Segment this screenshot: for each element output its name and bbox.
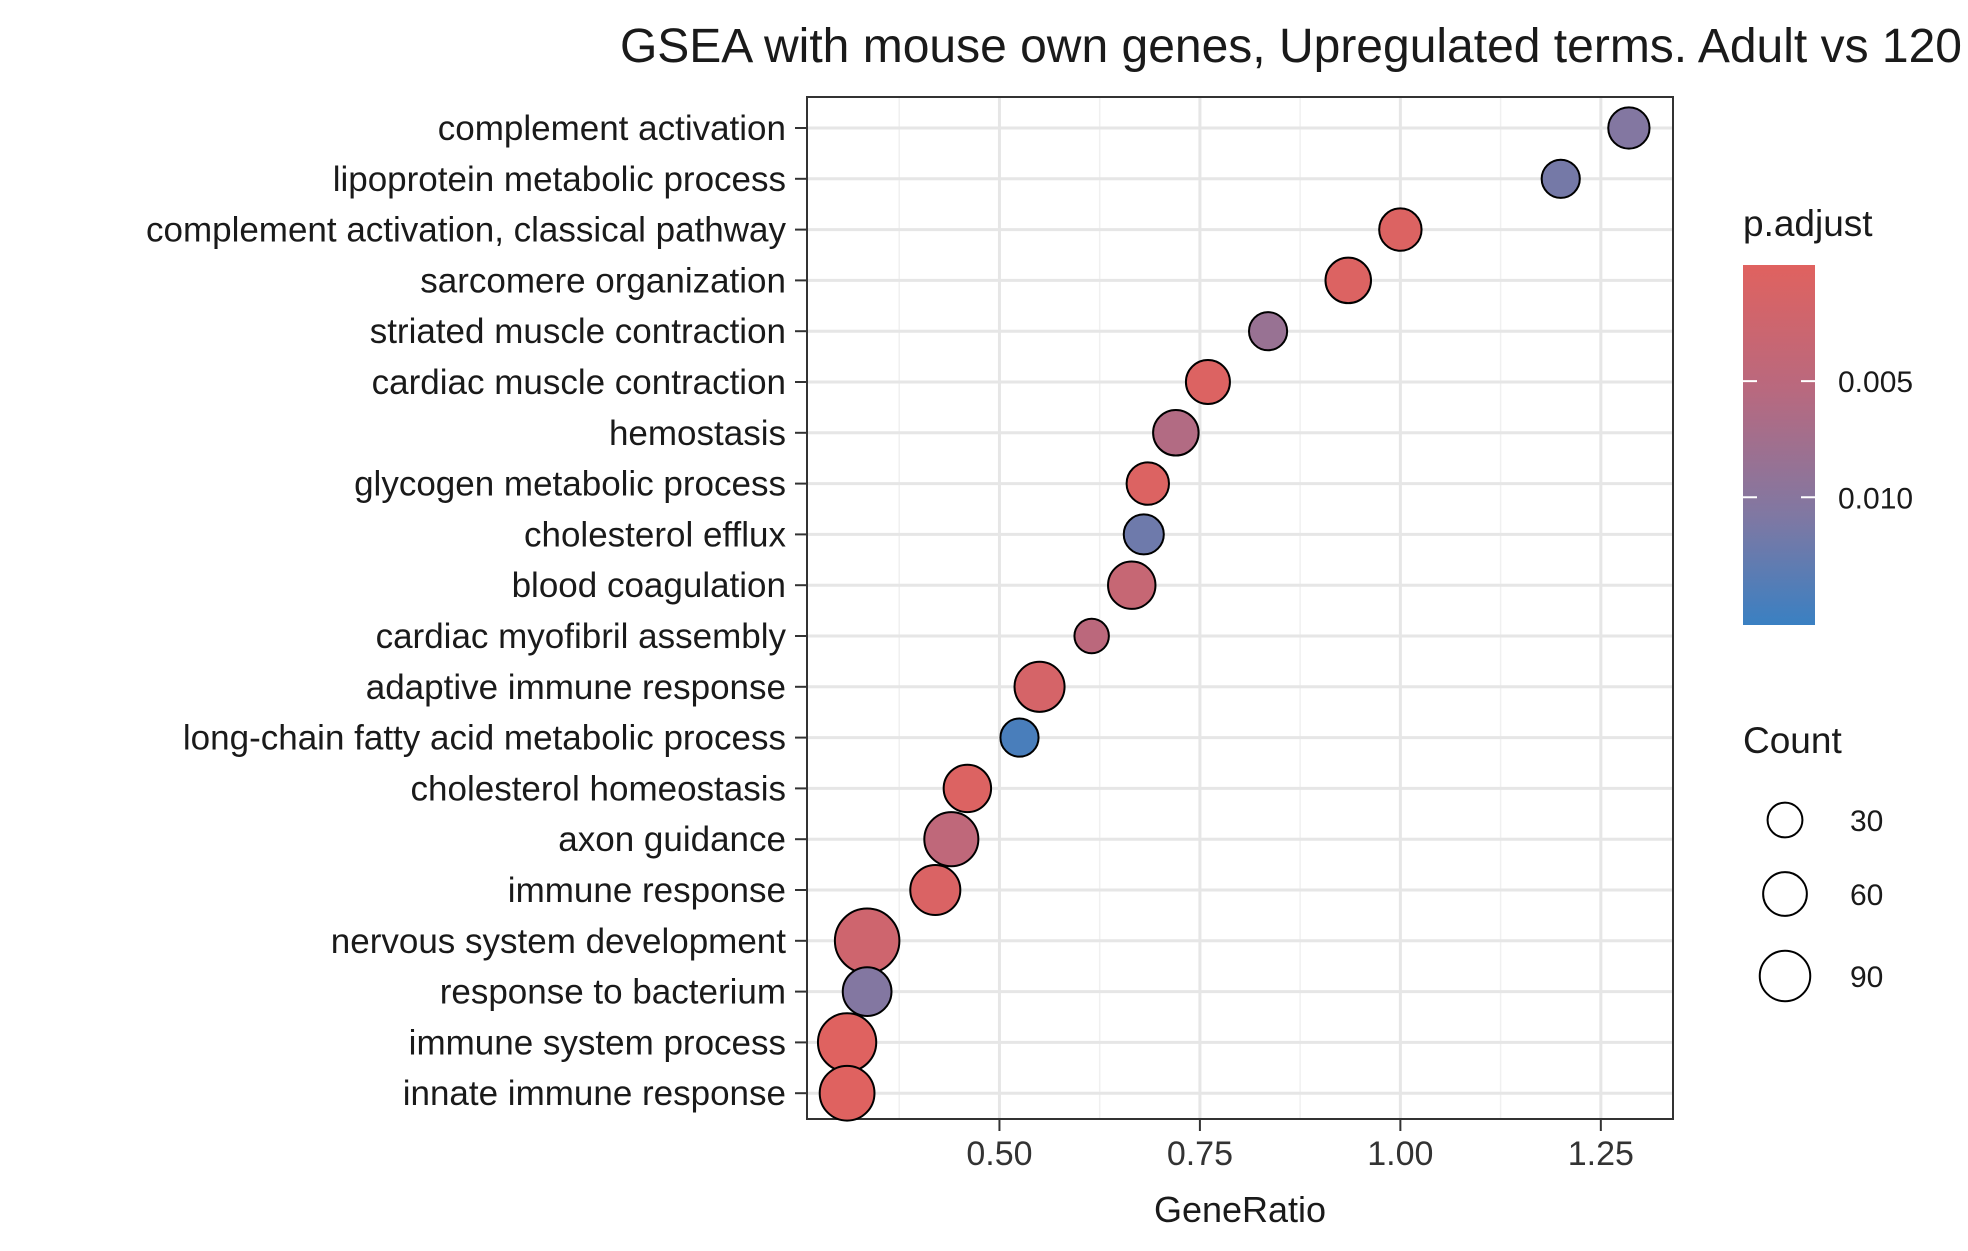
color-legend-ticks: 0.005 0.010 (1743, 366, 1913, 515)
size-legend-label: 90 (1850, 961, 1883, 994)
y-tick-label: glycogen metabolic process (354, 465, 786, 504)
y-tick-label: cardiac muscle contraction (372, 363, 786, 402)
chart-title: GSEA with mouse own genes, Upregulated t… (620, 20, 1962, 73)
y-tick-label: sarcomere organization (420, 261, 786, 300)
y-tick-label: long-chain fatty acid metabolic process (183, 719, 786, 758)
y-tick-label: innate immune response (403, 1074, 786, 1113)
size-legend-items: 30 60 90 (1758, 801, 1883, 1003)
color-legend-bar (1743, 265, 1815, 625)
data-point (1013, 660, 1066, 713)
x-axis: 0.50 0.75 1.00 1.25 (966, 1119, 1634, 1173)
y-tick-label: blood coagulation (512, 566, 786, 605)
color-legend: p.adjust 0.005 0.010 (1743, 203, 1913, 625)
data-point (818, 1064, 876, 1122)
y-tick-label: adaptive immune response (366, 668, 786, 707)
data-point (1247, 311, 1289, 352)
y-tick-label: complement activation, classical pathway (146, 211, 787, 250)
plot-panel (806, 96, 1674, 1120)
y-tick-label: response to bacterium (440, 973, 786, 1012)
y-axis: complement activation lipoprotein metabol… (146, 109, 807, 1113)
data-point (1324, 256, 1373, 305)
y-tick-label: immune system process (409, 1023, 786, 1062)
x-axis-label: GeneRatio (1154, 1189, 1326, 1230)
data-point (909, 863, 962, 917)
data-point (923, 811, 980, 868)
x-tick-label: 1.25 (1568, 1135, 1634, 1173)
data-point (816, 1012, 878, 1073)
size-legend: Count 30 60 90 (1743, 720, 1883, 1003)
data-point (1125, 461, 1170, 506)
x-tick-label: 0.75 (1167, 1135, 1233, 1173)
y-tick-label: complement activation (438, 109, 786, 148)
y-tick-label: hemostasis (609, 414, 786, 453)
size-legend-circle (1766, 801, 1804, 839)
data-point (1152, 409, 1200, 457)
y-tick-label: cholesterol homeostasis (411, 769, 786, 808)
colorbar-tick-label: 0.010 (1838, 482, 1913, 515)
y-tick-label: cardiac myofibril assembly (376, 617, 787, 656)
size-legend-circle (1758, 949, 1812, 1003)
data-point (1607, 106, 1651, 150)
x-tick-label: 1.00 (1367, 1135, 1433, 1173)
x-tick-label: 0.50 (966, 1135, 1032, 1173)
color-legend-title: p.adjust (1743, 203, 1873, 244)
data-point (841, 966, 893, 1017)
data-point (1122, 513, 1165, 556)
data-point (1540, 158, 1581, 199)
y-tick-label: axon guidance (558, 820, 786, 859)
size-legend-label: 30 (1850, 805, 1883, 838)
grid-lines (807, 97, 1673, 1119)
y-tick-label: nervous system development (331, 922, 786, 961)
y-tick-label: striated muscle contraction (370, 312, 786, 351)
data-point (942, 763, 993, 814)
y-tick-label: lipoprotein metabolic process (333, 160, 786, 199)
y-tick-label: immune response (508, 871, 786, 910)
y-tick-label: cholesterol efflux (524, 515, 787, 554)
colorbar-tick-label: 0.005 (1838, 366, 1913, 399)
size-legend-label: 60 (1850, 879, 1883, 912)
size-legend-title: Count (1743, 720, 1842, 761)
data-point (999, 717, 1040, 758)
data-points (816, 106, 1651, 1122)
data-point (833, 907, 901, 975)
data-point (1184, 359, 1231, 405)
data-point (1378, 207, 1423, 252)
size-legend-circle (1762, 871, 1808, 917)
data-point (1107, 560, 1157, 610)
data-point (1073, 617, 1110, 655)
